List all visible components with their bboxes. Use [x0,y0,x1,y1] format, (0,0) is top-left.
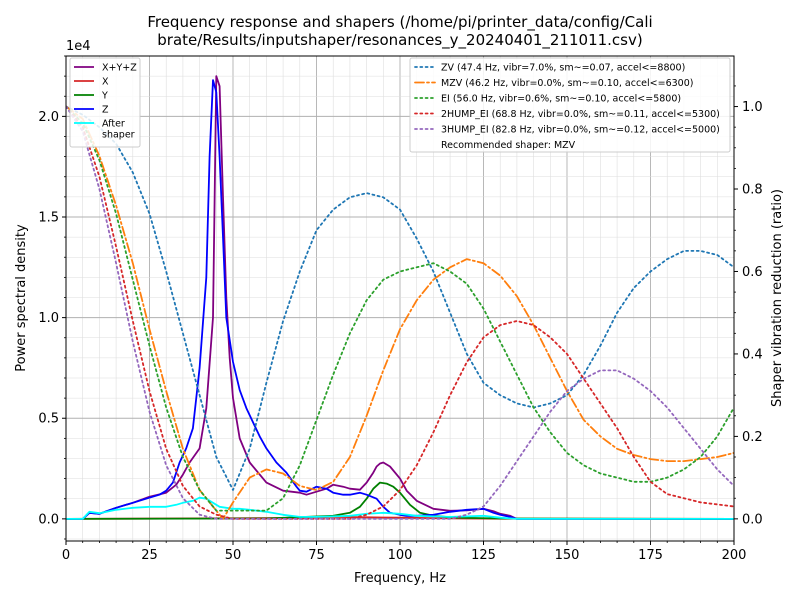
shaper-line-2hump-ei [66,105,734,520]
y-tick-label: 2.0 [38,110,59,125]
y-right-tick-label: 1.0 [742,100,763,115]
x-tick-label: 50 [225,548,242,563]
x-tick-label: 125 [471,548,496,563]
legend-label: shaper [102,130,135,141]
legend-label: 3HUMP_EI (82.8 Hz, vibr=0.0%, sm~=0.12, … [441,125,720,136]
x-tick-label: 150 [555,548,580,563]
y-axis-label: Power spectral density [14,224,29,372]
y-tick-label: 0.5 [38,412,59,427]
y-right-tick-label: 0.8 [742,183,763,198]
legend-label: After [102,119,125,130]
legend-label: 2HUMP_EI (68.8 Hz, vibr=0.0%, sm~=0.11, … [441,109,720,120]
recommended-shaper-text: Recommended shaper: MZV [441,140,576,151]
legend-label: MZV (46.2 Hz, vibr=0.0%, sm~=0.10, accel… [441,78,693,89]
x-tick-label: 200 [722,548,747,563]
x-tick-label: 175 [638,548,663,563]
y-right-tick-label: 0.2 [742,430,763,445]
shaper-line-3hump-ei [66,105,734,520]
y-right-tick-label: 0.0 [742,512,763,527]
shaper-line-mzv [66,105,734,520]
y-right-tick-label: 0.4 [742,347,763,362]
legend-label: Y [101,91,108,102]
psd-line-z [66,79,734,520]
chart-title-line-2: brate/Results/inputshaper/resonances_y_2… [157,31,642,50]
legend-label: EI (56.0 Hz, vibr=0.6%, sm~=0.10, accel<… [441,94,681,105]
x-tick-label: 0 [62,548,70,563]
shaper-line-ei [66,105,734,512]
y-right-tick-label: 0.6 [742,265,763,280]
x-tick-label: 75 [308,548,325,563]
legend-label: Z [102,105,109,116]
y-right-axis-label: Shaper vibration reduction (ratio) [770,189,785,407]
y-tick-label: 1.5 [38,210,59,225]
x-tick-label: 25 [141,548,158,563]
x-tick-label: 100 [388,548,413,563]
legend-label: X [102,77,109,88]
x-axis-label: Frequency, Hz [354,571,446,586]
chart-title-line-1: Frequency response and shapers (/home/pi… [147,13,652,32]
legend-shapers-frame [409,57,731,153]
legend-label: X+Y+Z [102,63,137,74]
ticks-layer: 0 25 50 75 100 125 150 175 200 0.0 0.5 1.0 1.5 2.0 0.0… [38,55,763,563]
psd-line-after-shaper [66,496,734,520]
y-tick-label: 0.0 [38,512,59,527]
shaper-lines [66,105,734,520]
y-offset-text: 1e4 [66,39,91,54]
shaper-line-zv [66,105,734,491]
y-tick-label: 1.0 [38,311,59,326]
legend-label: ZV (47.4 Hz, vibr=7.0%, sm~=0.07, accel<… [441,63,685,74]
legend-shapers: ZV (47.4 Hz, vibr=7.0%, sm~=0.07, accel<… [409,57,731,153]
